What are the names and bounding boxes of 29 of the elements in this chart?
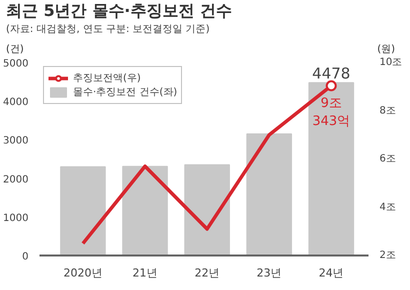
bar	[246, 133, 292, 256]
legend-label: 추징보전액(우)	[73, 72, 141, 85]
bar	[122, 166, 168, 256]
y2-axis-title: (원)	[377, 43, 395, 57]
x-tick-label: 22년	[194, 266, 220, 280]
y-tick-label: 1000	[3, 212, 29, 224]
legend-label: 몰수·추징보전 건수(좌)	[73, 86, 178, 99]
y-tick-label: 3000	[3, 136, 29, 147]
chart-title: 최근 5년간 몰수·추징보전 건수	[6, 0, 232, 22]
y-tick-label: 5000	[3, 58, 29, 70]
x-tick-label: 21년	[132, 266, 158, 280]
y-axis-title: (건)	[6, 43, 24, 57]
chart-subtitle: (자료: 대검찰청, 연도 구분: 보전결정일 기준)	[6, 22, 211, 37]
x-tick-label: 24년	[318, 266, 344, 280]
bar	[184, 164, 230, 256]
y2-tick-label: 4조	[380, 202, 396, 213]
y2-tick-label: 6조	[380, 154, 396, 164]
x-tick-label: 2020년	[63, 266, 102, 280]
y-tick-label: 0	[22, 252, 29, 262]
y-tick-label: 4000	[3, 97, 29, 108]
bar	[308, 82, 354, 256]
data-label: 4478	[312, 64, 350, 83]
y2-tick-label: 8조	[380, 105, 396, 116]
y2-tick-label: 10조	[380, 57, 402, 68]
bar	[60, 166, 106, 256]
y2-tick-label: 2조	[380, 250, 396, 261]
y-tick-label: 2000	[3, 174, 29, 186]
x-tick-label: 23년	[256, 266, 282, 280]
data-label: 9조 343억	[312, 96, 350, 129]
